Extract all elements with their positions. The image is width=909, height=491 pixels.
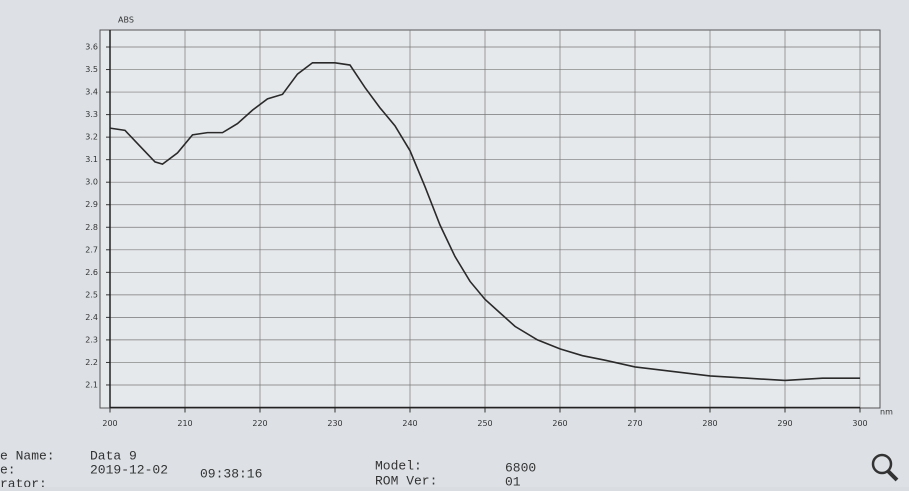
rom: 01 <box>505 474 521 487</box>
y-tick-label: 2.7 <box>85 245 98 254</box>
y-tick-label: 3.6 <box>85 43 98 52</box>
x-tick-label: 290 <box>777 419 792 428</box>
time: 09:38:16 <box>200 466 262 481</box>
y-tick-label: 2.8 <box>85 223 98 232</box>
y-tick-label: 2.9 <box>85 200 98 209</box>
x-tick-label: 210 <box>177 419 192 428</box>
y-tick-label: 2.1 <box>85 380 98 389</box>
x-tick-label: 280 <box>702 419 717 428</box>
y-tick-label: 2.2 <box>85 358 98 367</box>
y-tick-label: 3.0 <box>85 178 98 187</box>
file-name-label: e Name: <box>0 448 55 463</box>
file-name: Data 9 <box>90 448 137 463</box>
x-tick-label: 200 <box>102 419 117 428</box>
x-tick-label: 220 <box>252 419 267 428</box>
x-tick-label: 250 <box>477 419 492 428</box>
zoom-icon[interactable] <box>871 453 899 482</box>
x-tick-label: 300 <box>852 419 867 428</box>
y-tick-label: 3.4 <box>85 88 98 97</box>
y-tick-label: 2.3 <box>85 335 98 344</box>
line <box>109 61 860 382</box>
x-axis-label: nm <box>880 408 893 417</box>
date-label: e: <box>0 462 16 477</box>
x-tick-label: 230 <box>327 419 342 428</box>
x-tick-label: 260 <box>552 419 567 428</box>
model-label: Model: <box>375 458 422 473</box>
y-tick-label: 3.3 <box>85 110 98 119</box>
y-tick-label: 3.5 <box>85 65 98 74</box>
operator-label: rator: <box>0 476 47 487</box>
y-tick-label: 3.2 <box>85 133 98 142</box>
x-tick-label: 270 <box>627 419 642 428</box>
y-tick-label: 2.4 <box>85 313 98 322</box>
rom-label: ROM Ver: <box>375 473 437 487</box>
y-axis-label: ABS <box>118 16 134 25</box>
zoom-lens <box>871 453 893 475</box>
model: 6800 <box>505 460 536 475</box>
plot-frame <box>99 29 881 409</box>
y-tick-label: 2.5 <box>85 290 98 299</box>
date: 2019-12-02 <box>90 462 168 477</box>
y-tick-label: 3.1 <box>85 155 98 164</box>
x-tick-label: 240 <box>402 419 417 428</box>
zoom-handle <box>886 469 899 482</box>
y-tick-label: 2.6 <box>85 268 98 277</box>
